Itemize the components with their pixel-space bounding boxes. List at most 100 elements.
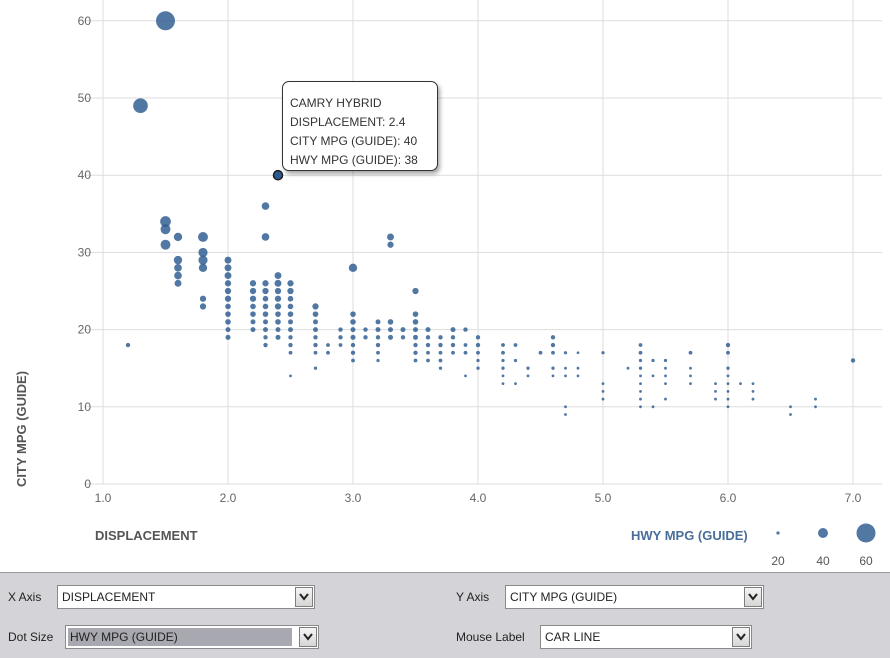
data-point[interactable] — [663, 358, 668, 363]
data-point[interactable] — [814, 405, 817, 409]
data-point[interactable] — [551, 366, 555, 370]
data-point[interactable] — [350, 350, 356, 355]
data-point[interactable] — [438, 358, 443, 363]
data-point[interactable] — [576, 366, 580, 370]
data-point[interactable] — [501, 374, 505, 378]
data-point[interactable] — [263, 342, 268, 348]
data-point[interactable] — [576, 374, 580, 378]
data-point[interactable] — [551, 374, 555, 378]
dot-size-select[interactable]: HWY MPG (GUIDE) — [65, 625, 319, 649]
data-point[interactable] — [501, 343, 505, 347]
data-point[interactable] — [413, 327, 418, 333]
data-point[interactable] — [224, 295, 232, 302]
data-point[interactable] — [262, 303, 269, 310]
data-point[interactable] — [363, 335, 368, 340]
data-point[interactable] — [225, 319, 231, 325]
data-point[interactable] — [651, 374, 655, 378]
data-point[interactable] — [274, 287, 282, 295]
data-point[interactable] — [413, 334, 418, 340]
data-point[interactable] — [250, 327, 256, 333]
data-point[interactable] — [526, 374, 530, 378]
data-point[interactable] — [639, 382, 642, 386]
data-point[interactable] — [714, 382, 717, 386]
data-point[interactable] — [689, 382, 692, 386]
data-point[interactable] — [350, 311, 356, 317]
data-point[interactable] — [438, 342, 443, 348]
data-point[interactable] — [475, 335, 481, 340]
data-point[interactable] — [639, 397, 642, 401]
data-point[interactable] — [476, 366, 480, 370]
data-point[interactable] — [789, 413, 792, 416]
data-point[interactable] — [412, 287, 419, 295]
data-point[interactable] — [601, 389, 605, 393]
data-point[interactable] — [601, 397, 605, 401]
data-point[interactable] — [263, 335, 268, 340]
data-point[interactable] — [387, 233, 394, 241]
data-point[interactable] — [425, 327, 431, 333]
data-point[interactable] — [438, 366, 443, 370]
data-point[interactable] — [526, 366, 530, 370]
data-point[interactable] — [387, 241, 394, 248]
data-point[interactable] — [400, 327, 406, 333]
data-point[interactable] — [850, 358, 856, 363]
data-point[interactable] — [350, 327, 356, 333]
data-point[interactable] — [513, 358, 518, 363]
data-point[interactable] — [249, 287, 257, 295]
data-point[interactable] — [725, 342, 731, 348]
data-point[interactable] — [550, 335, 556, 340]
data-point[interactable] — [274, 279, 282, 287]
data-point[interactable] — [726, 397, 730, 401]
data-point[interactable] — [388, 334, 393, 340]
data-point[interactable] — [313, 319, 318, 325]
data-point[interactable] — [426, 358, 430, 363]
data-point[interactable] — [564, 413, 567, 416]
data-point[interactable] — [375, 342, 381, 348]
data-point[interactable] — [714, 389, 717, 393]
data-point[interactable] — [463, 343, 468, 347]
data-point[interactable] — [312, 311, 319, 317]
data-point[interactable] — [375, 327, 381, 333]
data-point[interactable] — [388, 327, 393, 333]
data-point[interactable] — [726, 350, 730, 355]
data-point[interactable] — [250, 303, 256, 310]
data-point[interactable] — [475, 342, 481, 348]
data-point[interactable] — [376, 350, 380, 355]
data-point[interactable] — [274, 303, 282, 310]
data-point[interactable] — [156, 11, 175, 31]
data-point[interactable] — [651, 405, 655, 409]
data-point[interactable] — [664, 374, 667, 378]
data-point[interactable] — [289, 374, 292, 378]
data-point[interactable] — [174, 264, 182, 272]
data-point[interactable] — [514, 382, 517, 386]
data-point[interactable] — [601, 382, 605, 386]
data-point[interactable] — [688, 350, 693, 355]
data-point[interactable] — [638, 366, 643, 370]
data-point[interactable] — [638, 350, 643, 355]
data-point[interactable] — [413, 350, 418, 355]
data-point[interactable] — [287, 311, 294, 317]
data-point[interactable] — [387, 319, 394, 325]
data-point[interactable] — [313, 366, 318, 370]
data-point[interactable] — [751, 382, 755, 386]
data-point[interactable] — [287, 303, 294, 310]
data-point[interactable] — [224, 280, 232, 287]
data-point[interactable] — [198, 263, 208, 273]
data-point[interactable] — [312, 303, 319, 310]
data-point[interactable] — [375, 319, 381, 325]
data-point[interactable] — [313, 342, 318, 348]
data-point[interactable] — [564, 405, 567, 409]
data-point[interactable] — [425, 342, 431, 348]
data-point[interactable] — [689, 374, 692, 378]
data-point[interactable] — [288, 350, 293, 355]
data-point[interactable] — [751, 397, 755, 401]
chevron-down-icon[interactable] — [299, 627, 317, 647]
data-point[interactable] — [550, 342, 556, 348]
data-point[interactable] — [463, 327, 468, 332]
data-point[interactable] — [639, 389, 642, 393]
data-point[interactable] — [376, 358, 380, 363]
data-point[interactable] — [564, 366, 567, 370]
data-point[interactable] — [350, 319, 356, 325]
data-point[interactable] — [726, 366, 730, 370]
data-point[interactable] — [249, 295, 257, 302]
data-point[interactable] — [326, 343, 330, 347]
